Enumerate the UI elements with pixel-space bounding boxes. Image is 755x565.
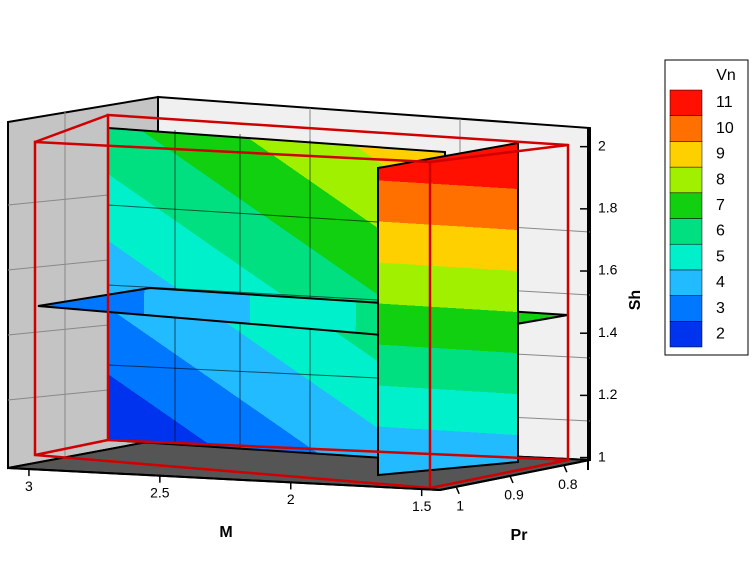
plane-grid bbox=[107, 204, 379, 223]
z-tick-label: 1 bbox=[456, 497, 464, 513]
legend-swatch bbox=[669, 243, 703, 271]
bounding-box bbox=[33, 113, 570, 490]
z-tick bbox=[455, 486, 460, 495]
legend-label: 3 bbox=[716, 300, 725, 317]
legend-swatch bbox=[669, 218, 703, 245]
legend-label: 8 bbox=[716, 171, 725, 188]
y-tick-label: 2 bbox=[598, 137, 606, 153]
legend-label: 9 bbox=[716, 146, 725, 163]
legend-title: Vn bbox=[716, 67, 736, 84]
z-tick bbox=[563, 464, 568, 473]
legend-swatch bbox=[669, 89, 703, 116]
x-tick-label: 2 bbox=[287, 491, 295, 507]
y-tick-label: 1.6 bbox=[598, 262, 618, 278]
y-tick-label: 1.4 bbox=[598, 324, 618, 340]
legend-swatch bbox=[669, 141, 703, 168]
z-tick-label: 0.9 bbox=[504, 487, 524, 503]
z-axis-label: Pr bbox=[511, 527, 528, 544]
legend-label: 10 bbox=[716, 120, 734, 137]
legend-label: 5 bbox=[716, 248, 725, 265]
x-tick-label: 3 bbox=[25, 478, 33, 494]
x-axis-label: M bbox=[219, 524, 232, 541]
y-tick-label: 1.2 bbox=[598, 386, 618, 402]
legend-swatch bbox=[669, 166, 703, 194]
legend-swatch bbox=[669, 295, 703, 322]
x-tick-label: 1.5 bbox=[412, 498, 432, 514]
legend-label: 6 bbox=[716, 223, 725, 240]
z-tick bbox=[509, 475, 514, 484]
x-tick-label: 2.5 bbox=[150, 484, 170, 500]
legend-label: 2 bbox=[716, 326, 725, 343]
x-axis-line bbox=[7, 467, 441, 491]
legend-swatch bbox=[669, 321, 703, 348]
plane-grid bbox=[107, 364, 379, 379]
contour-plane bbox=[377, 141, 519, 477]
legend-swatch bbox=[669, 269, 703, 296]
y-tick-label: 1.8 bbox=[598, 200, 618, 216]
legend-swatch bbox=[669, 192, 703, 219]
legend-label: 7 bbox=[716, 197, 725, 214]
y-axis-label: Sh bbox=[627, 290, 644, 310]
legend-label: 11 bbox=[716, 94, 733, 111]
y-tick-label: 1 bbox=[598, 448, 606, 464]
legend-swatch bbox=[669, 115, 703, 142]
contour-planes bbox=[37, 126, 569, 477]
z-tick-label: 0.8 bbox=[558, 476, 578, 492]
legend-label: 4 bbox=[716, 274, 725, 291]
